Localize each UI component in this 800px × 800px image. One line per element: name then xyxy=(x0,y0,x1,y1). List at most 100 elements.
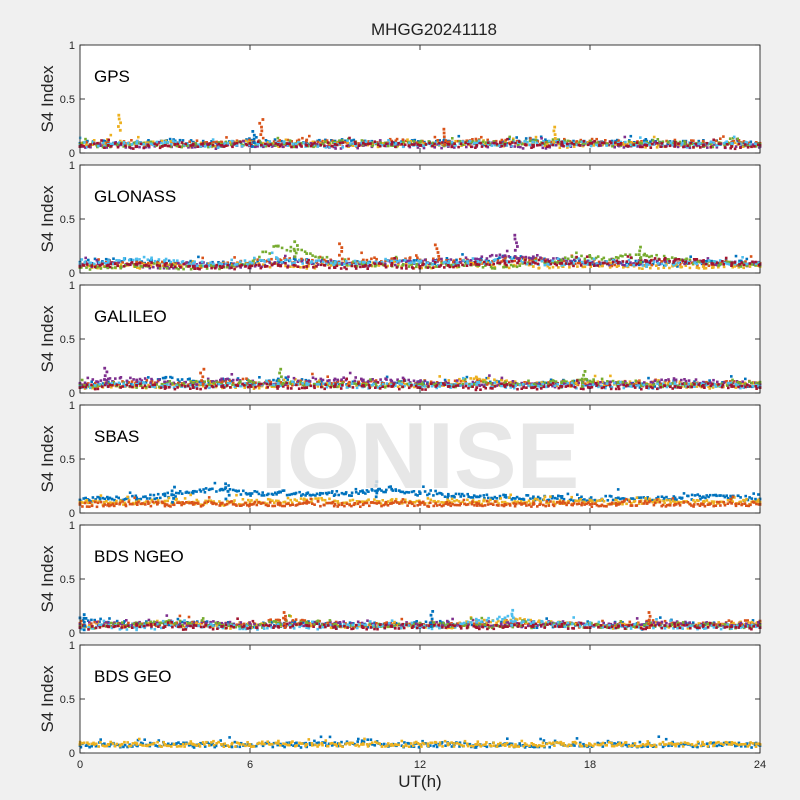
data-point xyxy=(321,260,325,264)
data-point xyxy=(328,379,331,382)
data-point xyxy=(147,376,150,379)
data-point xyxy=(139,264,142,268)
data-point xyxy=(570,141,574,145)
data-point xyxy=(677,384,680,388)
data-point xyxy=(434,382,438,386)
data-point xyxy=(464,262,468,265)
data-point xyxy=(398,143,402,146)
data-point xyxy=(488,374,491,377)
data-point xyxy=(593,262,597,266)
data-point xyxy=(696,260,700,263)
data-point xyxy=(207,264,211,267)
data-point xyxy=(551,261,554,264)
spike xyxy=(199,367,206,386)
data-point xyxy=(642,143,645,147)
data-point xyxy=(503,381,507,385)
data-point xyxy=(652,135,656,139)
data-point xyxy=(537,258,541,262)
data-point xyxy=(757,383,761,386)
data-point xyxy=(186,384,190,388)
data-point xyxy=(243,386,246,389)
data-point xyxy=(467,386,470,390)
data-point xyxy=(675,263,678,266)
data-point xyxy=(328,262,331,265)
data-point xyxy=(226,382,230,385)
data-point xyxy=(302,141,306,145)
data-point xyxy=(125,383,129,387)
data-point xyxy=(536,262,540,266)
data-point xyxy=(150,377,153,381)
data-point xyxy=(523,261,527,265)
data-point xyxy=(203,145,207,148)
data-point xyxy=(285,248,289,252)
data-point xyxy=(682,145,685,149)
data-point xyxy=(721,260,724,263)
data-point xyxy=(560,258,564,262)
data-point xyxy=(742,140,746,143)
data-point xyxy=(742,263,746,267)
data-point xyxy=(188,264,191,268)
data-point xyxy=(161,385,165,389)
data-point xyxy=(230,266,233,270)
data-point xyxy=(477,139,481,143)
data-point xyxy=(165,263,168,267)
data-point xyxy=(252,137,256,141)
series-7 xyxy=(78,255,762,271)
data-point xyxy=(572,385,576,388)
data-point xyxy=(566,139,570,143)
data-point xyxy=(427,385,430,388)
data-point xyxy=(678,382,682,385)
data-point xyxy=(297,259,301,262)
data-point xyxy=(339,147,343,150)
data-point xyxy=(503,143,507,146)
data-point xyxy=(356,261,360,265)
data-point xyxy=(172,138,175,141)
data-point xyxy=(112,257,115,260)
data-point xyxy=(130,146,133,150)
data-point xyxy=(507,255,511,258)
data-point xyxy=(139,497,143,501)
spike xyxy=(580,370,587,388)
data-point xyxy=(598,263,601,266)
data-point xyxy=(446,143,450,146)
data-point xyxy=(106,385,110,388)
data-point xyxy=(447,259,451,263)
data-point xyxy=(657,379,660,382)
data-point xyxy=(757,261,761,265)
data-point xyxy=(419,139,423,143)
data-point xyxy=(128,258,131,262)
spike xyxy=(513,233,519,252)
data-point xyxy=(372,382,375,386)
data-point xyxy=(292,247,296,251)
data-point xyxy=(222,145,226,148)
data-point xyxy=(619,380,622,384)
data-point xyxy=(732,139,735,143)
data-point xyxy=(718,259,722,262)
data-point xyxy=(180,145,183,149)
data-point xyxy=(146,258,150,261)
data-point xyxy=(104,139,107,143)
data-point xyxy=(544,141,547,144)
data-point xyxy=(492,141,496,145)
data-point xyxy=(681,259,684,262)
data-point xyxy=(692,146,695,149)
data-point xyxy=(132,147,135,150)
data-point xyxy=(526,140,529,144)
data-point xyxy=(400,265,403,269)
data-point xyxy=(441,141,444,144)
data-point xyxy=(436,382,440,385)
data-point xyxy=(727,386,730,390)
data-point xyxy=(404,264,408,267)
data-point xyxy=(204,386,207,390)
data-point xyxy=(342,376,345,379)
data-point xyxy=(498,256,501,259)
data-point xyxy=(605,144,608,147)
data-point xyxy=(117,117,121,121)
constellation-label: GALILEO xyxy=(94,307,167,326)
data-point xyxy=(256,140,260,143)
data-point xyxy=(135,260,139,264)
data-point xyxy=(515,265,519,269)
data-point xyxy=(307,383,310,386)
data-point xyxy=(663,381,667,384)
data-point xyxy=(583,382,587,385)
